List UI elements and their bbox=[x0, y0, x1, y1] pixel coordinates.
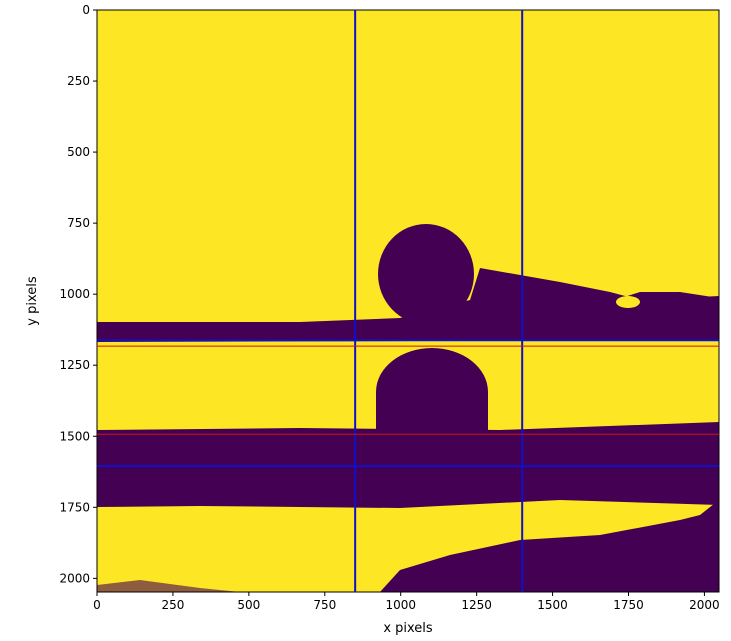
x-tick-label: 1000 bbox=[385, 598, 416, 612]
x-tick-label: 1500 bbox=[537, 598, 568, 612]
x-tick-label: 1750 bbox=[613, 598, 644, 612]
y-tick-label: 1250 bbox=[59, 358, 90, 372]
y-tick-label: 750 bbox=[67, 216, 90, 230]
x-tick-label: 2000 bbox=[689, 598, 720, 612]
y-tick-label: 500 bbox=[67, 145, 90, 159]
y-tick-label: 1000 bbox=[59, 287, 90, 301]
y-tick-label: 1500 bbox=[59, 429, 90, 443]
x-tick-label: 500 bbox=[237, 598, 260, 612]
axes-frame bbox=[96, 9, 720, 593]
x-tick-label: 1250 bbox=[461, 598, 492, 612]
x-tick-label: 750 bbox=[313, 598, 336, 612]
y-tick-label: 1750 bbox=[59, 500, 90, 514]
y-tick-label: 0 bbox=[82, 3, 90, 17]
y-axis-label: y pixels bbox=[25, 276, 40, 326]
x-tick-label: 0 bbox=[93, 598, 101, 612]
y-tick-label: 250 bbox=[67, 74, 90, 88]
x-tick-label: 250 bbox=[161, 598, 184, 612]
image bbox=[97, 10, 719, 592]
y-tick-label: 2000 bbox=[59, 571, 90, 585]
x-axis-label: x pixels bbox=[383, 621, 433, 636]
